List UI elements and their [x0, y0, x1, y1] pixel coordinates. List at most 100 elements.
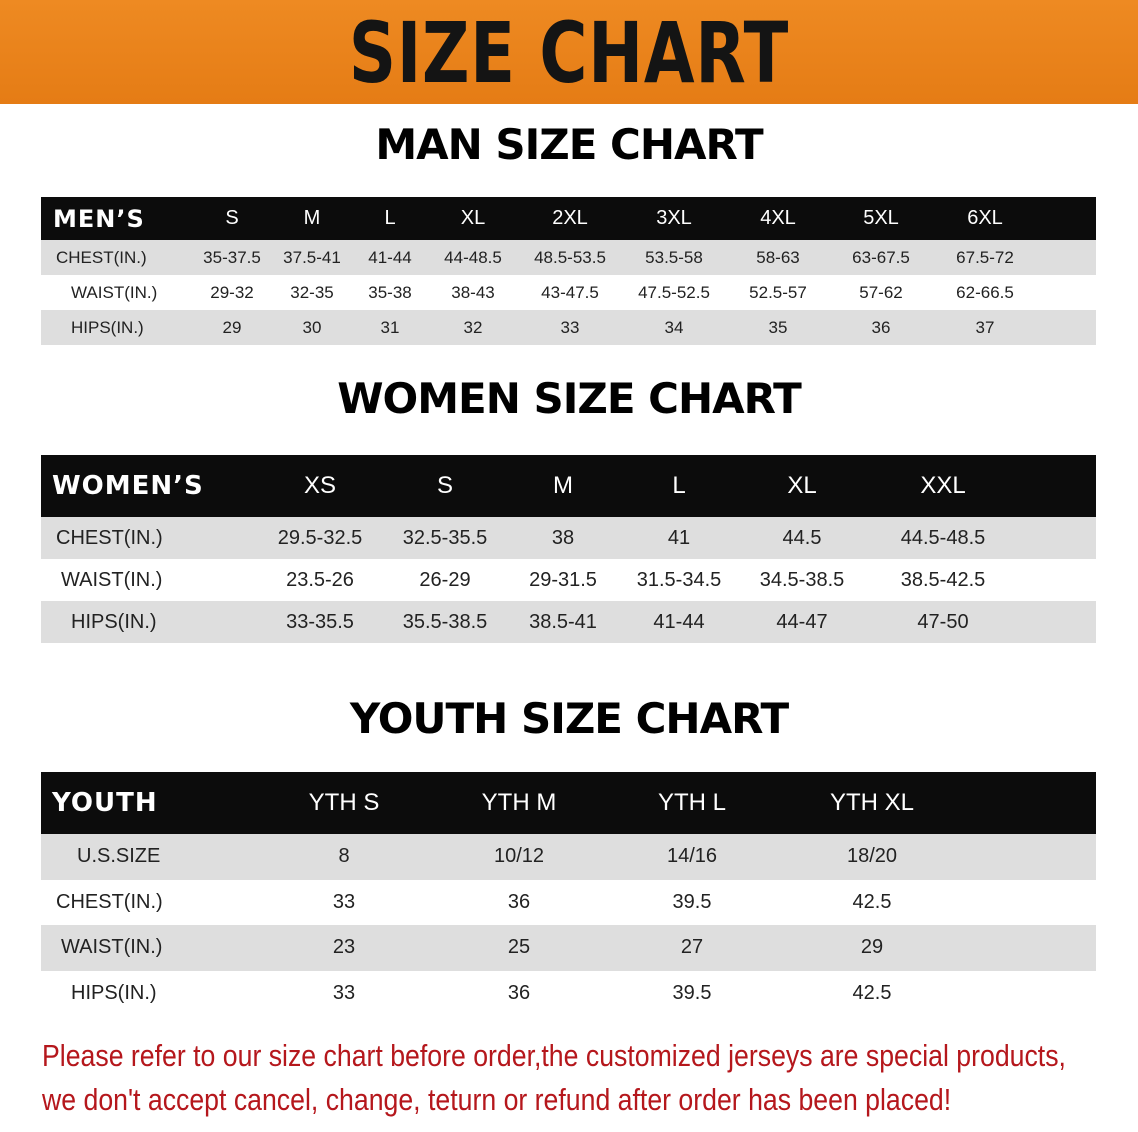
measurement-value: 35.5-38.5 [402, 610, 488, 633]
measurement-label: HIPS(IN.) [71, 317, 144, 337]
measurement-value: 48.5-53.5 [534, 247, 606, 267]
measurement-value: 34.5-38.5 [759, 568, 845, 591]
measurement-value: 35-37.5 [203, 247, 261, 267]
measurement-value: 39.5 [672, 890, 712, 913]
measurement-value: 35-38 [368, 282, 412, 302]
measurement-label: HIPS(IN.) [71, 610, 157, 633]
measurement-value: 25 [507, 936, 531, 959]
measurement-value: 33 [332, 981, 356, 1004]
size-column-header: 2XL [552, 207, 588, 229]
measurement-value: 44-48.5 [444, 247, 502, 267]
size-chart-banner: SIZE CHART [0, 0, 1138, 104]
measurement-value: 47-50 [917, 610, 969, 633]
size-column-header: M [303, 207, 321, 229]
measurement-value: 30 [302, 317, 322, 337]
measurement-value: 62-66.5 [956, 282, 1014, 302]
size-column-header: 6XL [967, 207, 1003, 229]
measurement-value: 26-29 [419, 568, 471, 591]
measurement-value: 36 [507, 890, 531, 913]
measurement-label: CHEST(IN.) [56, 526, 163, 549]
table-row: HIPS(IN.) 29 30 31 32 33 34 35 36 37 [41, 310, 1096, 345]
measurement-value: 36 [507, 981, 531, 1004]
measurement-value: 44.5 [782, 526, 822, 549]
table-row: HIPS(IN.) 33 36 39.5 42.5 [41, 970, 1096, 1016]
measurement-value: 41-44 [653, 610, 705, 633]
measurement-value: 31 [380, 317, 400, 337]
measurement-value: 43-47.5 [541, 282, 599, 302]
size-column-header: 4XL [760, 207, 796, 229]
size-column-header: 5XL [863, 207, 899, 229]
table-row: HIPS(IN.) 33-35.5 35.5-38.5 38.5-41 41-44 44-… [41, 601, 1096, 643]
measurement-value: 41-44 [368, 247, 412, 267]
size-column-header: YTH S [308, 789, 380, 816]
measurement-value: 32-35 [290, 282, 334, 302]
measurement-label: WAIST(IN.) [61, 936, 163, 959]
measurement-value: 10/12 [493, 845, 545, 868]
measurement-label: HIPS(IN.) [71, 981, 157, 1004]
measurement-value: 38-43 [451, 282, 495, 302]
measurement-value: 37.5-41 [283, 247, 341, 267]
size-column-header: YTH L [657, 789, 727, 816]
size-column-header: M [553, 472, 573, 499]
measurement-value: 18/20 [846, 845, 898, 868]
measurement-value: 42.5 [852, 890, 892, 913]
measurement-value: 58-63 [756, 247, 800, 267]
table-row: CHEST(IN.) 33 36 39.5 42.5 [41, 879, 1096, 925]
size-column-header: XXL [920, 472, 966, 499]
table-heading: WOMEN’S [52, 471, 204, 501]
measurement-value: 42.5 [852, 981, 892, 1004]
youth-header-row: YOUTH YTH S YTH M YTH L YTH XL [41, 772, 1096, 834]
size-column-header: L [672, 472, 686, 499]
measurement-value: 29-31.5 [529, 568, 597, 591]
measurement-label: WAIST(IN.) [71, 282, 158, 302]
measurement-value: 29-32 [210, 282, 254, 302]
men-header-row: MEN’S S M L XL 2XL 3XL 4XL 5XL 6XL [41, 197, 1096, 240]
banner-title: SIZE CHART [348, 4, 790, 102]
measurement-value: 52.5-57 [749, 282, 807, 302]
measurement-value: 57-62 [859, 282, 903, 302]
measurement-value: 36 [871, 317, 891, 337]
size-column-header: XL [460, 207, 486, 229]
measurement-value: 35 [768, 317, 788, 337]
measurement-value: 23 [332, 936, 356, 959]
measurement-label: U.S.SIZE [77, 845, 161, 868]
size-column-header: S [436, 472, 454, 499]
table-row: WAIST(IN.) 23 25 27 29 [41, 925, 1096, 971]
measurement-value: 44-47 [776, 610, 828, 633]
women-header-row: WOMEN’S XS S M L XL XXL [41, 455, 1096, 517]
measurement-label: CHEST(IN.) [56, 247, 147, 267]
measurement-value: 47.5-52.5 [638, 282, 710, 302]
size-column-header: S [225, 207, 239, 229]
measurement-value: 27 [680, 936, 704, 959]
measurement-label: WAIST(IN.) [61, 568, 163, 591]
table-row: CHEST(IN.) 35-37.5 37.5-41 41-44 44-48.5 48.5… [41, 240, 1096, 275]
measurement-value: 23.5-26 [286, 568, 354, 591]
measurement-value: 39.5 [672, 981, 712, 1004]
measurement-value: 38.5-42.5 [900, 568, 986, 591]
measurement-value: 38.5-41 [529, 610, 597, 633]
table-heading: MEN’S [53, 204, 145, 233]
measurement-value: 33 [560, 317, 580, 337]
table-row: WAIST(IN.) 29-32 32-35 35-38 38-43 43-47.5 47.… [41, 275, 1096, 310]
measurement-value: 32 [463, 317, 483, 337]
measurement-value: 32.5-35.5 [402, 526, 488, 549]
size-column-header: XS [303, 472, 337, 499]
notice-line-1: Please refer to our size chart before or… [42, 1038, 1066, 1073]
measurement-value: 33 [332, 890, 356, 913]
men-section-title: MAN SIZE CHART [375, 120, 763, 169]
measurement-value: 14/16 [666, 845, 718, 868]
measurement-value: 29 [222, 317, 242, 337]
size-column-header: L [384, 207, 396, 229]
measurement-value: 37 [975, 317, 995, 337]
measurement-value: 34 [664, 317, 684, 337]
table-row: U.S.SIZE 8 10/12 14/16 18/20 [41, 834, 1096, 880]
size-column-header: YTH XL [829, 789, 915, 816]
youth-section-title: YOUTH SIZE CHART [349, 694, 789, 743]
size-column-header: YTH M [481, 789, 557, 816]
measurement-value: 53.5-58 [645, 247, 703, 267]
measurement-value: 41 [667, 526, 691, 549]
measurement-value: 38 [551, 526, 575, 549]
table-heading: YOUTH [52, 788, 158, 818]
measurement-value: 29.5-32.5 [277, 526, 363, 549]
measurement-value: 44.5-48.5 [900, 526, 986, 549]
